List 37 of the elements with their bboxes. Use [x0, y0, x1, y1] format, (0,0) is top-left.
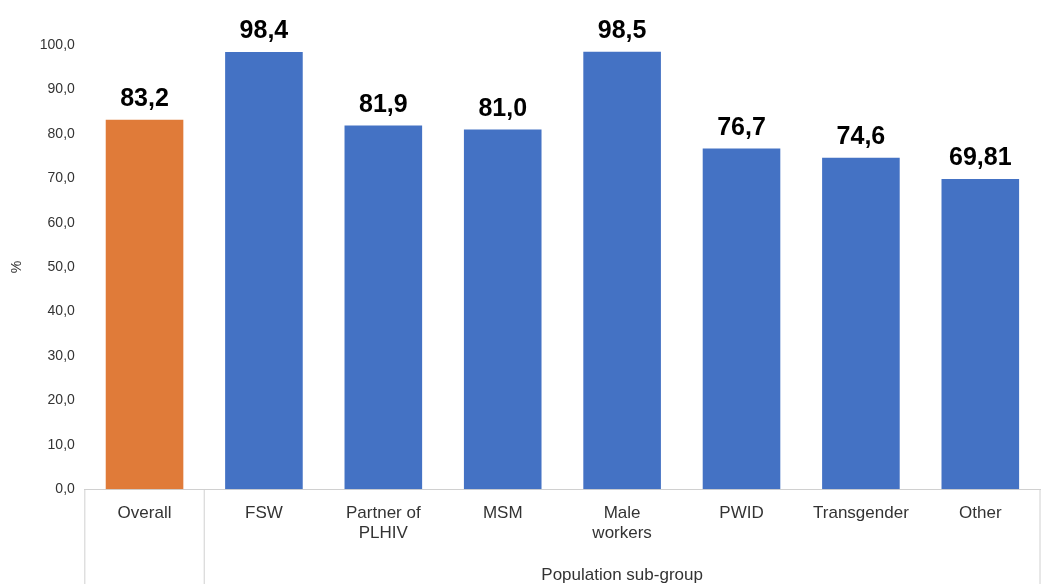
x-axis-title: Population sub-group — [541, 565, 703, 584]
y-axis-title: % — [8, 260, 25, 274]
data-label: 83,2 — [120, 83, 169, 112]
bar — [941, 179, 1020, 490]
y-tick-label: 100,0 — [39, 35, 76, 52]
x-tick-label: FSW — [245, 503, 283, 523]
y-tick-label: 60,0 — [47, 213, 76, 230]
y-tick-label: 80,0 — [47, 124, 76, 141]
x-tick-label: Overall — [117, 503, 172, 523]
data-label: 76,7 — [717, 111, 766, 140]
data-label: 69,81 — [949, 142, 1012, 171]
y-tick-label: 90,0 — [47, 80, 76, 97]
data-label: 98,4 — [239, 15, 289, 44]
bar — [583, 51, 661, 490]
x-tick-label: Other — [959, 503, 1002, 523]
y-tick-label: 40,0 — [47, 302, 76, 319]
data-label: 98,5 — [597, 15, 647, 44]
y-tick-label: 50,0 — [47, 257, 76, 274]
x-tick-label: MSM — [482, 503, 523, 523]
y-tick-label: 0,0 — [55, 480, 76, 497]
y-tick-label: 10,0 — [47, 435, 76, 452]
x-tick-label: PWID — [719, 503, 764, 523]
data-label: 81,0 — [478, 92, 528, 121]
y-tick-label: 20,0 — [47, 391, 76, 408]
bar — [822, 157, 900, 490]
x-tick-label: Male workers — [591, 503, 652, 543]
y-tick-label: 30,0 — [47, 346, 76, 363]
bar — [702, 148, 781, 490]
bar — [344, 125, 423, 490]
data-label: 74,6 — [836, 121, 886, 150]
data-label: 81,9 — [358, 88, 408, 117]
bar — [225, 52, 303, 490]
x-tick-label: Transgender — [813, 503, 910, 523]
bar — [463, 129, 542, 490]
y-tick-label: 70,0 — [47, 169, 76, 186]
bar — [105, 119, 184, 490]
x-tick-label: Partner of PLHIV — [346, 503, 421, 543]
